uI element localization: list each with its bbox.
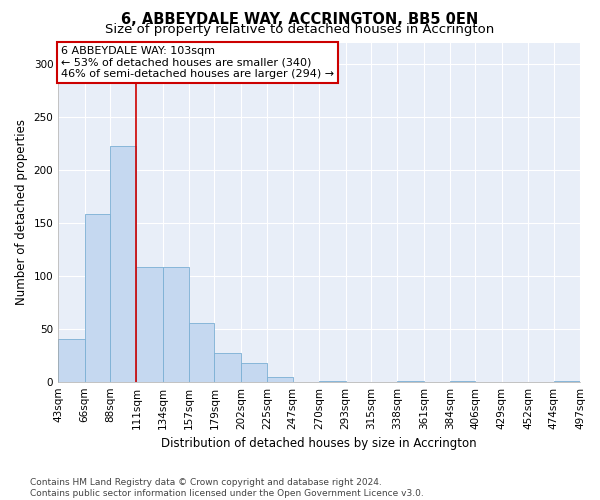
Bar [163,267,189,382]
Bar [268,378,293,382]
Bar [554,380,580,382]
Bar [241,362,268,382]
Bar [85,214,110,382]
Text: 6, ABBEYDALE WAY, ACCRINGTON, BB5 0EN: 6, ABBEYDALE WAY, ACCRINGTON, BB5 0EN [121,12,479,28]
Bar [214,353,241,382]
Bar [58,340,85,382]
Bar [319,380,346,382]
X-axis label: Distribution of detached houses by size in Accrington: Distribution of detached houses by size … [161,437,477,450]
Bar [397,380,424,382]
Bar [189,324,214,382]
Bar [110,146,136,382]
Bar [136,267,163,382]
Y-axis label: Number of detached properties: Number of detached properties [15,119,28,305]
Text: Size of property relative to detached houses in Accrington: Size of property relative to detached ho… [106,22,494,36]
Text: Contains HM Land Registry data © Crown copyright and database right 2024.
Contai: Contains HM Land Registry data © Crown c… [30,478,424,498]
Bar [450,380,475,382]
Text: 6 ABBEYDALE WAY: 103sqm
← 53% of detached houses are smaller (340)
46% of semi-d: 6 ABBEYDALE WAY: 103sqm ← 53% of detache… [61,46,334,79]
